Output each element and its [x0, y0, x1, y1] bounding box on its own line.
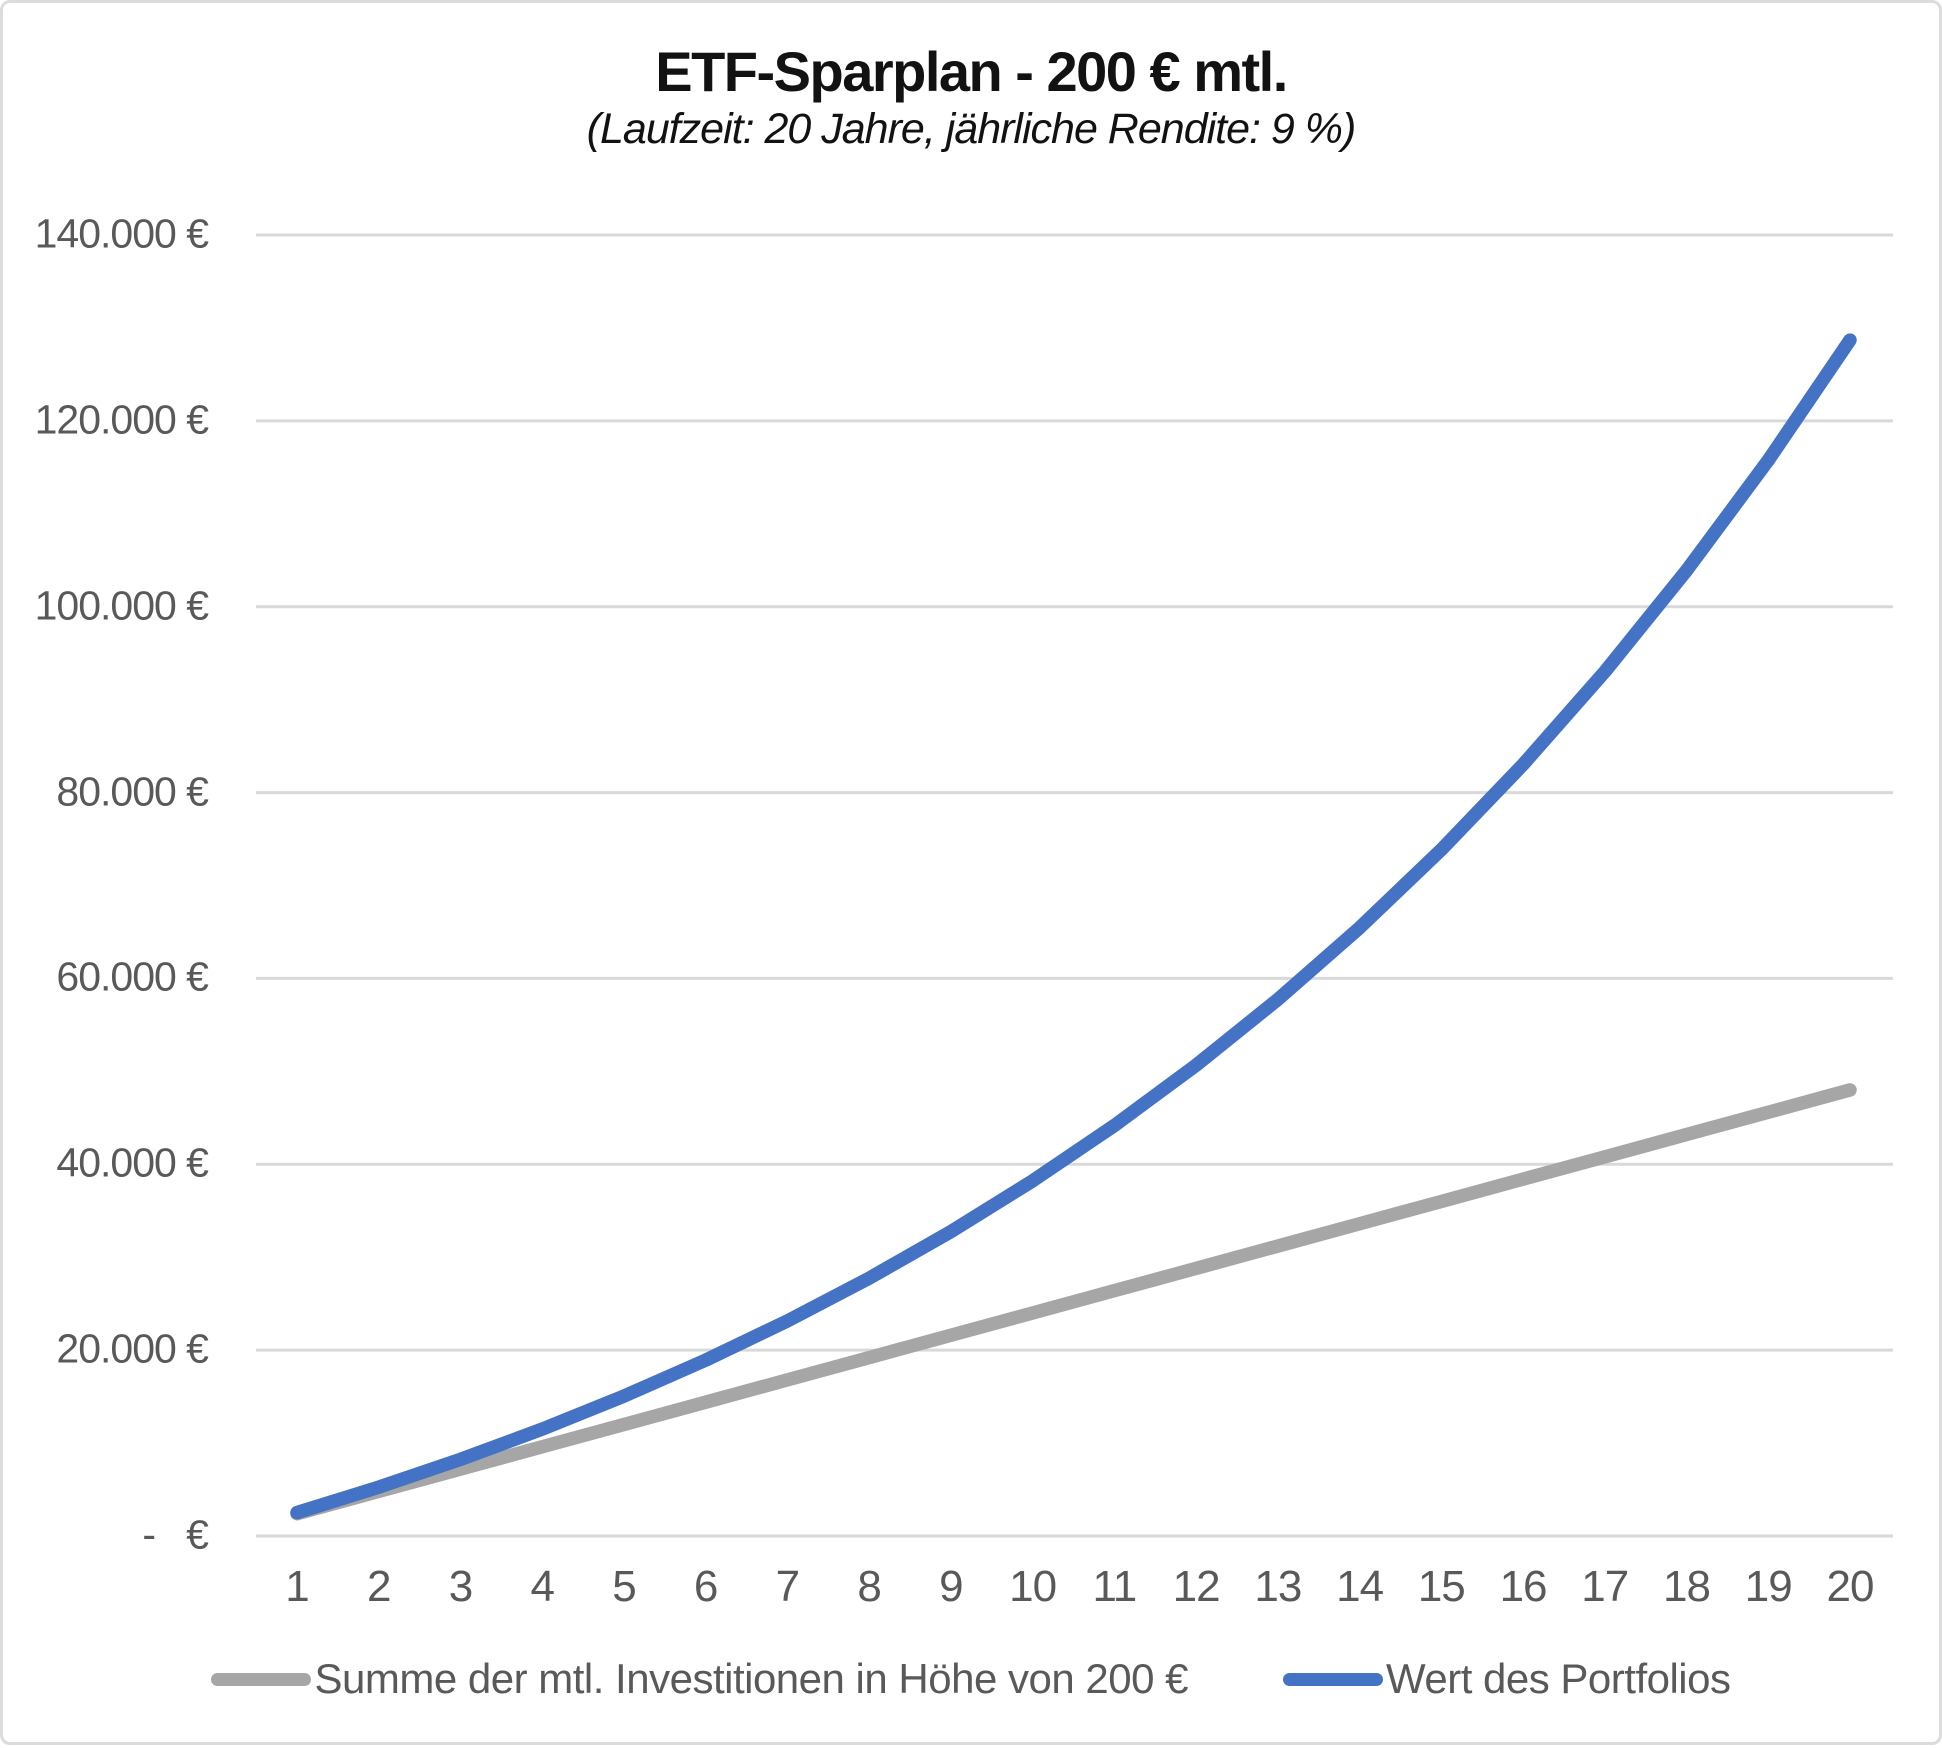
x-tick-label: 1 [285, 1562, 310, 1611]
x-tick-label: 2 [366, 1562, 392, 1611]
plot-area [256, 233, 1893, 1538]
legend-label: Wert des Portfolios [1385, 1655, 1731, 1702]
x-tick-label: 5 [612, 1562, 637, 1611]
x-tick-label: 11 [1092, 1562, 1138, 1611]
x-tick-label: 4 [530, 1562, 555, 1611]
chart-subtitle: (Laufzeit: 20 Jahre, jährliche Rendite: … [586, 105, 1357, 153]
legend-label: Summe der mtl. Investitionen in Höhe von… [314, 1655, 1188, 1702]
x-tick-label: 9 [939, 1562, 964, 1611]
legend-item-investitionen: Summe der mtl. Investitionen in Höhe von… [211, 1655, 1188, 1703]
x-tick-label: 17 [1581, 1562, 1629, 1611]
x-tick-label: 3 [448, 1562, 474, 1611]
legend: Summe der mtl. Investitionen in Höhe von… [3, 1655, 1939, 1703]
x-tick-label: 16 [1499, 1562, 1548, 1611]
x-tick-label: 15 [1417, 1562, 1466, 1611]
y-tick-label: 20.000 € [56, 1325, 209, 1372]
legend-swatch-investitionen [211, 1672, 312, 1686]
y-tick-label: 60.000 € [56, 953, 209, 1000]
x-tick-label: 7 [775, 1562, 801, 1611]
legend-item-portfolio: Wert des Portfolios [1282, 1655, 1731, 1703]
x-tick-label: 8 [857, 1562, 882, 1611]
x-tick-label: 6 [693, 1562, 719, 1611]
x-tick-label: 10 [1009, 1562, 1057, 1611]
y-tick-label: 140.000 € [34, 210, 209, 257]
y-tick-label: 100.000 € [34, 582, 209, 629]
y-tick-label: - € [142, 1511, 209, 1558]
x-tick-label: 19 [1744, 1562, 1793, 1611]
x-tick-label: 20 [1826, 1562, 1875, 1611]
x-tick-label: 12 [1172, 1562, 1221, 1611]
legend-swatch-portfolio [1282, 1672, 1383, 1686]
x-tick-label: 18 [1663, 1562, 1711, 1611]
x-tick-label: 13 [1254, 1562, 1302, 1611]
y-tick-label: 40.000 € [56, 1139, 209, 1186]
chart-title: ETF-Sparplan - 200 € mtl. [655, 40, 1288, 103]
y-tick-label: 80.000 € [56, 768, 209, 815]
series-line-portfolio [290, 333, 1857, 1520]
series-line-investitionen [290, 1083, 1857, 1521]
y-tick-label: 120.000 € [34, 396, 209, 443]
x-tick-label: 14 [1336, 1562, 1384, 1611]
